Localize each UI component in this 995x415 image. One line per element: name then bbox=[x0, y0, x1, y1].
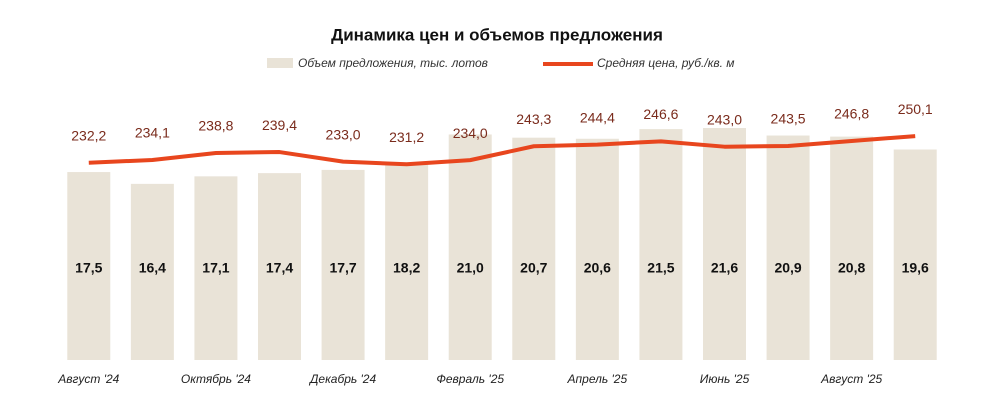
bar bbox=[766, 135, 810, 360]
bar bbox=[703, 128, 746, 360]
bar-value-label: 17,4 bbox=[266, 260, 293, 276]
bar bbox=[575, 138, 619, 360]
bar-value-label: 20,9 bbox=[774, 260, 801, 276]
bar-value-label: 17,1 bbox=[202, 260, 229, 276]
bar bbox=[321, 169, 365, 360]
bar bbox=[67, 172, 111, 360]
line-value-label: 244,4 bbox=[580, 109, 615, 125]
price-line bbox=[88, 134, 916, 167]
bar-value-label: 17,7 bbox=[329, 260, 356, 276]
line-value-label: 250,1 bbox=[898, 101, 933, 117]
bar bbox=[258, 173, 301, 360]
bar-value-label: 21,5 bbox=[647, 260, 674, 276]
line-value-label: 243,0 bbox=[707, 111, 742, 127]
x-tick-label: Февраль '25 bbox=[436, 372, 504, 386]
bar bbox=[194, 176, 238, 360]
bar-value-label: 18,2 bbox=[393, 260, 420, 276]
bar-value-label: 17,5 bbox=[75, 260, 102, 276]
x-tick-label: Август '24 bbox=[57, 372, 119, 386]
line-value-label: 234,0 bbox=[453, 125, 488, 141]
bar bbox=[512, 137, 556, 360]
bar-value-label: 21,0 bbox=[457, 260, 484, 276]
line-value-label: 232,2 bbox=[71, 128, 106, 144]
x-tick-label: Октябрь '24 bbox=[181, 372, 251, 386]
bar-value-label: 20,8 bbox=[838, 260, 865, 276]
line-value-label: 243,5 bbox=[771, 111, 806, 127]
bar-value-label: 21,6 bbox=[711, 260, 738, 276]
x-tick-label: Апрель '25 bbox=[567, 372, 628, 386]
line-value-label: 246,8 bbox=[834, 106, 869, 122]
line-value-label: 233,0 bbox=[326, 126, 361, 142]
bar bbox=[130, 183, 174, 360]
line-value-label: 243,3 bbox=[516, 111, 551, 127]
bar-value-label: 16,4 bbox=[139, 260, 166, 276]
bar bbox=[385, 164, 429, 360]
legend-label: Средняя цена, руб./кв. м bbox=[597, 56, 735, 70]
line-value-label: 234,1 bbox=[135, 125, 170, 141]
line-value-label: 231,2 bbox=[389, 129, 424, 145]
bar bbox=[448, 134, 492, 360]
bar-value-label: 20,6 bbox=[584, 260, 611, 276]
x-tick-label: Июнь '25 bbox=[700, 372, 750, 386]
legend-swatch-bar bbox=[267, 58, 293, 68]
bar-value-label: 19,6 bbox=[902, 260, 929, 276]
line-value-label: 239,4 bbox=[262, 117, 297, 133]
line-value-label: 238,8 bbox=[198, 118, 233, 134]
bar bbox=[830, 136, 874, 360]
x-tick-label: Декабрь '24 bbox=[308, 372, 376, 386]
bar-value-label: 20,7 bbox=[520, 260, 547, 276]
bar bbox=[639, 129, 683, 360]
bar bbox=[893, 149, 937, 360]
x-tick-label: Август '25 bbox=[820, 372, 882, 386]
legend-label: Объем предложения, тыс. лотов bbox=[298, 56, 488, 70]
chart-title: Динамика цен и объемов предложения bbox=[331, 25, 663, 44]
line-value-label: 246,6 bbox=[643, 106, 678, 122]
